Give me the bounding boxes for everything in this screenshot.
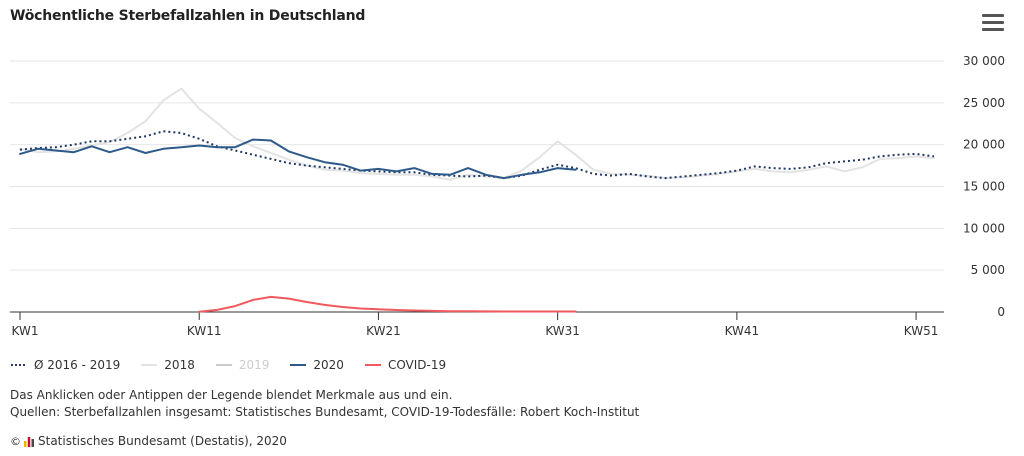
legend-item-2[interactable]: 2019: [215, 358, 270, 372]
menu-bar: [982, 21, 1004, 24]
y-tick-label: 10 000: [963, 221, 1005, 235]
legend-swatch: [215, 364, 232, 366]
grid-lines: [10, 60, 944, 271]
legend-item-4[interactable]: COVID-19: [364, 358, 446, 372]
legend-label: 2018: [164, 358, 195, 372]
x-tick-label: KW11: [187, 324, 222, 338]
y-tick-label: 20 000: [963, 138, 1005, 152]
hamburger-menu-icon[interactable]: [982, 14, 1004, 34]
y-tick-label: 5 000: [971, 263, 1005, 277]
y-tick-label: 0: [997, 305, 1005, 319]
legend-swatch: [290, 364, 307, 366]
credits[interactable]: © Statistisches Bundesamt (Destatis), 20…: [10, 434, 287, 448]
chart-title: Wöchentliche Sterbefallzahlen in Deutsch…: [10, 8, 366, 24]
legend-label: COVID-19: [387, 358, 447, 372]
series-line-1[interactable]: [19, 87, 935, 181]
line-chart: 30 000 25 000 20 000 15 000 10 000 5 000 0 KW1…: [10, 54, 1005, 338]
legend-label: 2020: [313, 358, 344, 372]
series-line-3[interactable]: [19, 138, 577, 180]
legend-swatch: [141, 364, 158, 366]
legend-swatch: [11, 364, 27, 366]
legend-item-1[interactable]: 2018: [140, 358, 195, 372]
x-tick-label: KW21: [366, 324, 401, 338]
x-axis: KW1 KW11 KW21 KW31 KW41 KW51: [10, 311, 944, 338]
y-tick-label: 25 000: [963, 96, 1005, 110]
chart-note: Das Anklicken oder Antippen der Legende …: [10, 388, 453, 402]
y-tick-label: 30 000: [963, 54, 1005, 68]
chart-legend: Ø 2016 - 2019 2018 2019 2020 COVID-19: [10, 356, 466, 374]
menu-bar: [982, 14, 1004, 17]
menu-bar: [982, 28, 1004, 31]
y-tick-label: 15 000: [963, 180, 1005, 194]
legend-swatch: [364, 364, 381, 366]
legend-label: 2019: [238, 358, 270, 372]
x-tick-label: KW51: [904, 324, 939, 338]
y-axis-ticks: 30 000 25 000 20 000 15 000 10 000 5 000 0: [963, 54, 1005, 319]
series-lines: [19, 87, 935, 313]
copyright-symbol: ©: [10, 434, 21, 448]
legend-item-0[interactable]: Ø 2016 - 2019: [10, 358, 120, 372]
x-tick-label: KW1: [12, 324, 39, 338]
legend-item-3[interactable]: 2020: [289, 358, 344, 372]
destatis-logo-icon: [24, 437, 34, 447]
x-tick-label: KW41: [725, 324, 760, 338]
legend-label: Ø 2016 - 2019: [34, 358, 121, 372]
credits-text: Statistisches Bundesamt (Destatis), 2020: [38, 434, 287, 448]
chart-source: Quellen: Sterbefallzahlen insgesamt: Sta…: [10, 405, 640, 419]
x-tick-label: KW31: [545, 324, 580, 338]
series-line-4[interactable]: [198, 295, 577, 313]
